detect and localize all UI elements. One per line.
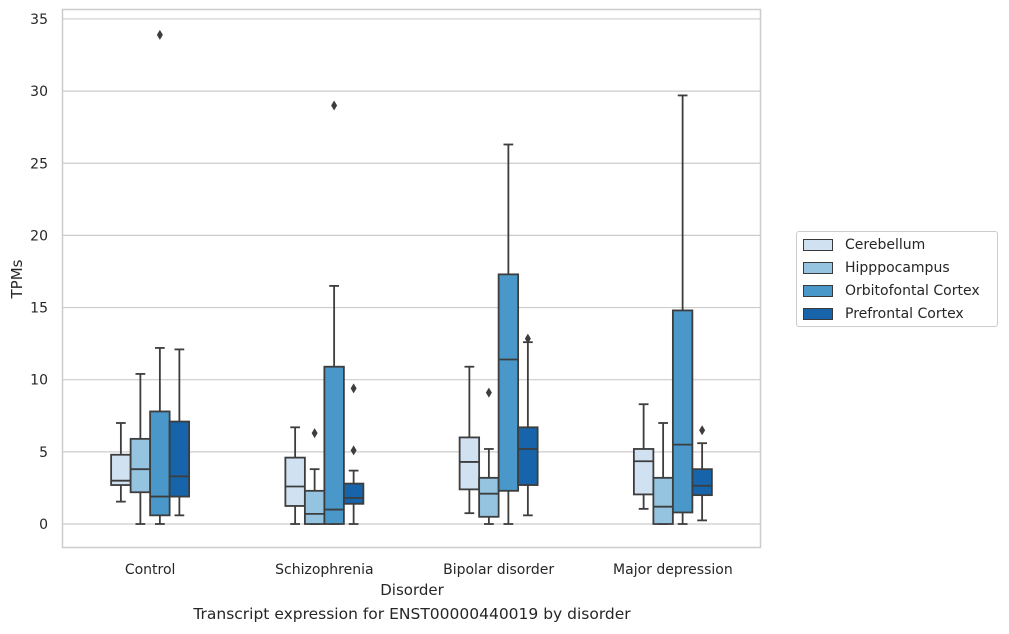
outlier-point <box>524 333 531 344</box>
box-body <box>303 489 326 525</box>
legend-item: Hipppocampus <box>803 258 950 278</box>
box-body <box>323 365 345 525</box>
box-prefrontal-cortex-3 <box>691 425 713 522</box>
box-body <box>478 476 500 518</box>
box-cerebellum-0 <box>110 422 132 503</box>
box-prefrontal-cortex-0 <box>168 348 191 517</box>
legend-swatch <box>803 262 833 274</box>
box-hipppocampus-3 <box>652 422 674 525</box>
figure-caption: Transcript expression for ENST0000044001… <box>193 605 631 623</box>
y-tick-label: 20 <box>30 228 48 244</box>
y-tick-label: 35 <box>30 12 48 28</box>
y-tick-label: 15 <box>30 301 48 317</box>
boxes-group <box>110 29 713 525</box>
legend-item: Orbitofontal Cortex <box>803 281 980 301</box>
box-hipppocampus-2 <box>478 387 500 525</box>
box-hipppocampus-1 <box>303 428 326 525</box>
box-prefrontal-cortex-1 <box>342 383 365 525</box>
outlier-point <box>699 425 706 436</box>
y-tick-label: 10 <box>30 373 48 389</box>
x-tick-labels: Control Schizophrenia Bipolar disorder Majo… <box>125 562 733 578</box>
outlier-point <box>350 445 357 456</box>
x-tick-label: Schizophrenia <box>275 562 373 578</box>
box-body <box>691 468 713 497</box>
box-prefrontal-cortex-2 <box>517 333 539 517</box>
box-orbitofontal-cortex-3 <box>671 94 694 525</box>
box-body <box>149 410 171 517</box>
box-cerebellum-3 <box>632 403 655 510</box>
y-tick-label: 30 <box>30 84 48 100</box>
box-hipppocampus-0 <box>129 373 152 525</box>
box-body <box>652 476 674 525</box>
x-tick-label: Major depression <box>613 562 733 578</box>
legend-label: Cerebellum <box>845 237 926 253</box>
y-tick-label: 5 <box>39 445 48 461</box>
legend-swatch <box>803 308 833 320</box>
box-body <box>517 426 539 486</box>
x-axis-label: Disorder <box>380 581 444 599</box>
legend-label: Prefrontal Cortex <box>845 306 964 322</box>
y-tick-labels: 0 5 10 15 20 25 30 35 <box>30 12 48 533</box>
x-tick-label: Control <box>125 562 176 578</box>
outlier-point <box>311 428 318 439</box>
box-orbitofontal-cortex-0 <box>149 29 171 525</box>
outlier-point <box>331 100 338 111</box>
outlier-point <box>485 387 492 398</box>
outlier-point <box>350 383 357 394</box>
box-cerebellum-2 <box>458 365 481 515</box>
box-body <box>284 456 306 507</box>
y-axis-label: TPMs <box>8 259 26 299</box>
box-body <box>458 436 481 491</box>
legend-item: Prefrontal Cortex <box>803 304 964 324</box>
plot-frame <box>61 8 762 549</box>
legend: Cerebellum Hipppocampus Orbitofontal Corte… <box>796 231 998 327</box>
box-orbitofontal-cortex-2 <box>497 143 520 525</box>
y-tick-label: 25 <box>30 156 48 172</box>
y-tick-label: 0 <box>39 517 48 533</box>
x-tick-label: Bipolar disorder <box>443 562 554 578</box>
box-body <box>497 273 520 492</box>
box-body <box>168 420 191 498</box>
legend-label: Hipppocampus <box>845 260 950 276</box>
box-body <box>632 448 655 496</box>
legend-swatch <box>803 285 833 297</box>
legend-swatch <box>803 239 833 251</box>
box-body <box>129 437 152 494</box>
box-orbitofontal-cortex-1 <box>323 100 345 525</box>
box-body <box>342 482 365 505</box>
box-cerebellum-1 <box>284 426 306 525</box>
box-body <box>671 309 694 514</box>
legend-label: Orbitofontal Cortex <box>845 283 980 299</box>
legend-item: Cerebellum <box>803 235 925 255</box>
outlier-point <box>156 29 163 40</box>
